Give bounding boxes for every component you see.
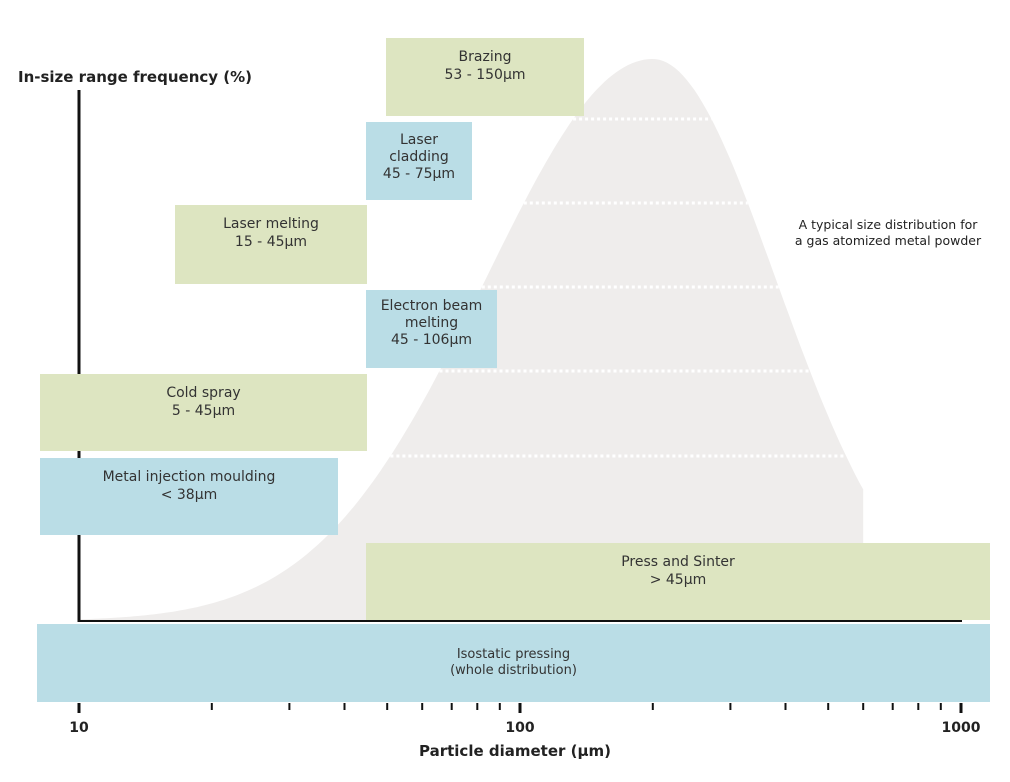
range-box-electron-beam-melting: Electron beam melting 45 - 106µm: [366, 290, 497, 368]
range-box-brazing: Brazing 53 - 150µm: [386, 38, 584, 116]
x-axis-label: Particle diameter (µm): [419, 742, 611, 760]
x-tick-label-100: 100: [505, 720, 535, 736]
x-tick-label-1000: 1000: [941, 720, 981, 736]
range-box-isostatic-pressing: Isostatic pressing (whole distribution): [37, 624, 990, 702]
range-box-press-and-sinter: Press and Sinter > 45µm: [366, 543, 990, 620]
range-box-metal-injection-moulding: Metal injection moulding < 38µm: [40, 458, 338, 535]
y-axis-label: In-size range frequency (%): [18, 68, 253, 86]
range-box-cold-spray: Cold spray 5 - 45µm: [40, 374, 367, 451]
x-tick-label-10: 10: [69, 720, 89, 736]
range-box-laser-cladding: Laser cladding 45 - 75µm: [366, 122, 472, 200]
x-axis-ticks: [77, 703, 963, 713]
distribution-note: A typical size distribution for a gas at…: [794, 217, 982, 248]
range-box-laser-melting: Laser melting 15 - 45µm: [175, 205, 367, 284]
distribution-dotted-lines: [390, 117, 847, 458]
